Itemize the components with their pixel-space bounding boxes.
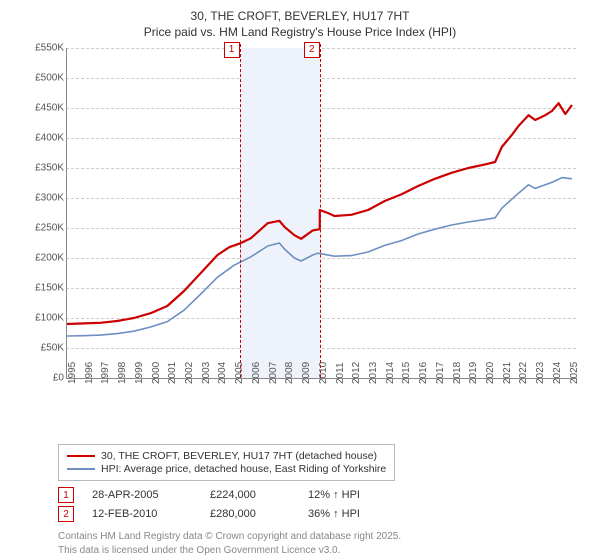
chart: £0 £50K £100K £150K £200K £250K £300K £350K £400… <box>20 44 580 414</box>
sale-row: 1 28-APR-2005 £224,000 12% ↑ HPI <box>58 487 588 503</box>
sales-table: 1 28-APR-2005 £224,000 12% ↑ HPI 2 12-FEB-201… <box>58 487 588 522</box>
y-tick: £550K <box>20 43 64 54</box>
legend-swatch <box>67 468 95 470</box>
title-line1: 30, THE CROFT, BEVERLEY, HU17 7HT <box>12 8 588 24</box>
attrib-line1: Contains HM Land Registry data © Crown c… <box>58 530 588 544</box>
sale-price: £224,000 <box>210 489 290 501</box>
sale-marker-label: 1 <box>224 42 240 58</box>
sale-marker: 2 <box>320 44 321 378</box>
legend-item: 30, THE CROFT, BEVERLEY, HU17 7HT (detac… <box>67 450 386 462</box>
chart-container: 30, THE CROFT, BEVERLEY, HU17 7HT Price … <box>0 0 600 560</box>
sale-delta: 36% ↑ HPI <box>308 508 360 520</box>
sale-num: 2 <box>58 506 74 522</box>
legend-item: HPI: Average price, detached house, East… <box>67 463 386 475</box>
line-series <box>67 48 577 378</box>
legend: 30, THE CROFT, BEVERLEY, HU17 7HT (detac… <box>58 444 395 481</box>
legend-label: HPI: Average price, detached house, East… <box>101 463 386 475</box>
sale-row: 2 12-FEB-2010 £280,000 36% ↑ HPI <box>58 506 588 522</box>
y-tick: £300K <box>20 193 64 204</box>
sale-date: 12-FEB-2010 <box>92 508 192 520</box>
title-line2: Price paid vs. HM Land Registry's House … <box>12 24 588 40</box>
y-tick: £250K <box>20 223 64 234</box>
sale-num: 1 <box>58 487 74 503</box>
y-tick: £500K <box>20 73 64 84</box>
y-tick: £350K <box>20 163 64 174</box>
y-tick: £400K <box>20 133 64 144</box>
legend-swatch <box>67 455 95 457</box>
chart-title: 30, THE CROFT, BEVERLEY, HU17 7HT Price … <box>12 8 588 40</box>
sale-delta: 12% ↑ HPI <box>308 489 360 501</box>
sale-date: 28-APR-2005 <box>92 489 192 501</box>
attribution: Contains HM Land Registry data © Crown c… <box>58 530 588 557</box>
y-tick: £200K <box>20 253 64 264</box>
y-tick: £100K <box>20 313 64 324</box>
sale-marker: 1 <box>240 44 241 378</box>
legend-label: 30, THE CROFT, BEVERLEY, HU17 7HT (detac… <box>101 450 377 462</box>
sale-price: £280,000 <box>210 508 290 520</box>
attrib-line2: This data is licensed under the Open Gov… <box>58 544 588 558</box>
plot-area: 12 1995199619971998199920002001200220032… <box>66 48 577 379</box>
sale-marker-label: 2 <box>304 42 320 58</box>
y-tick: £0 <box>20 373 64 384</box>
y-tick: £450K <box>20 103 64 114</box>
y-tick: £50K <box>20 343 64 354</box>
y-tick: £150K <box>20 283 64 294</box>
